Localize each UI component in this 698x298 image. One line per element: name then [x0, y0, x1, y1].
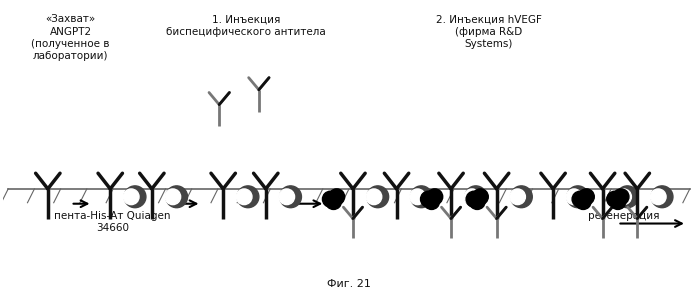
Circle shape — [424, 194, 440, 209]
Text: Фиг. 21: Фиг. 21 — [327, 279, 371, 289]
Circle shape — [510, 186, 533, 208]
Circle shape — [469, 194, 485, 209]
Circle shape — [280, 186, 302, 208]
Circle shape — [566, 189, 582, 205]
Circle shape — [326, 194, 341, 209]
Circle shape — [579, 189, 594, 205]
Circle shape — [237, 189, 252, 205]
Circle shape — [237, 186, 259, 208]
Circle shape — [466, 191, 482, 207]
Text: регенерация: регенерация — [588, 211, 659, 221]
Text: «Захват»
ANGPT2
(полученное в
лаборатории): «Захват» ANGPT2 (полученное в лаборатори… — [31, 14, 110, 61]
Circle shape — [124, 186, 146, 208]
Circle shape — [124, 189, 139, 205]
Circle shape — [616, 189, 632, 205]
Text: 1. Инъекция
биспецифического антитела: 1. Инъекция биспецифического антитела — [166, 14, 326, 37]
Circle shape — [165, 186, 188, 208]
Circle shape — [616, 186, 638, 208]
Text: пента-His-Ат Quiagen
34660: пента-His-Ат Quiagen 34660 — [54, 211, 170, 233]
Circle shape — [510, 189, 526, 205]
Circle shape — [613, 189, 629, 205]
Circle shape — [410, 189, 425, 205]
Circle shape — [473, 189, 489, 205]
Circle shape — [610, 194, 626, 209]
Text: 2. Инъекция hVEGF
(фирма R&D
Systems): 2. Инъекция hVEGF (фирма R&D Systems) — [436, 14, 542, 49]
Circle shape — [367, 186, 389, 208]
Circle shape — [366, 189, 382, 205]
Circle shape — [465, 186, 487, 208]
Circle shape — [607, 191, 623, 207]
Circle shape — [464, 189, 480, 205]
Circle shape — [567, 186, 588, 208]
Circle shape — [329, 189, 345, 205]
Circle shape — [279, 189, 295, 205]
Circle shape — [651, 186, 673, 208]
Circle shape — [572, 191, 588, 207]
Circle shape — [322, 191, 339, 207]
Circle shape — [410, 186, 432, 208]
Circle shape — [165, 189, 181, 205]
Circle shape — [575, 194, 591, 209]
Circle shape — [420, 191, 436, 207]
Circle shape — [651, 189, 666, 205]
Circle shape — [427, 189, 443, 205]
